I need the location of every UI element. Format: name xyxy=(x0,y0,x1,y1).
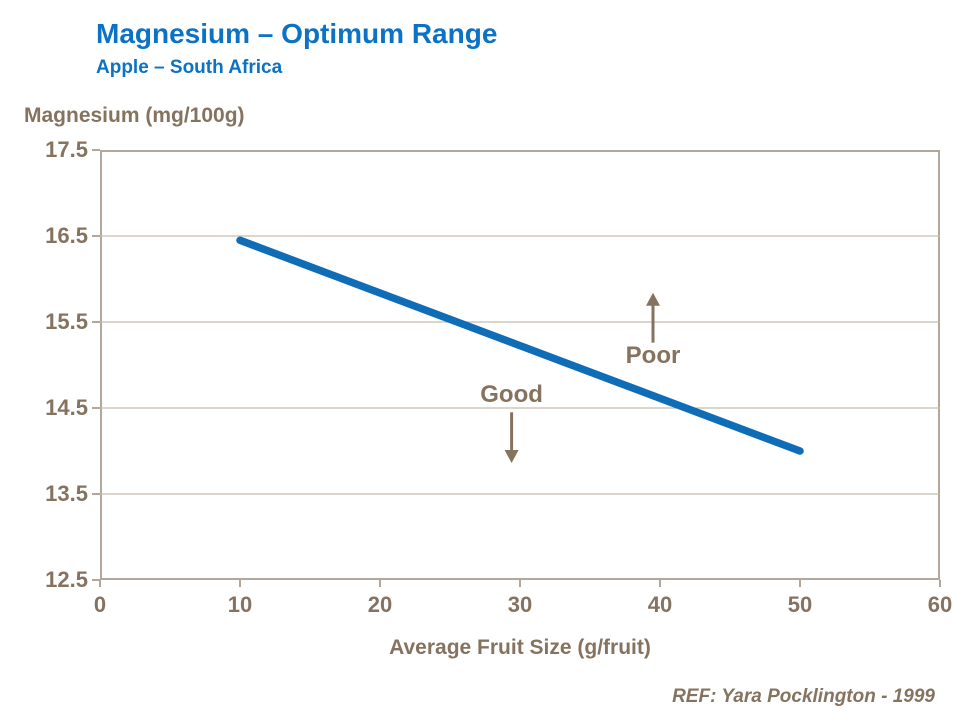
poor-arrow-head xyxy=(646,292,660,306)
x-tick-label: 10 xyxy=(227,592,253,617)
x-tick-label: 50 xyxy=(787,592,813,617)
y-tick-label: 16.5 xyxy=(45,223,88,248)
good-arrow-head xyxy=(504,450,519,464)
x-axis-title: Average Fruit Size (g/fruit) xyxy=(389,636,651,659)
plot-area xyxy=(100,150,940,580)
x-tick-label: 40 xyxy=(647,592,673,617)
x-tick-label: 30 xyxy=(507,592,533,617)
y-axis-title: Magnesium (mg/100g) xyxy=(24,104,245,127)
y-tick-label: 12.5 xyxy=(45,567,88,592)
y-tick-label: 15.5 xyxy=(45,309,88,334)
poor-label: Poor xyxy=(625,342,681,370)
page-title: Magnesium – Optimum Range xyxy=(96,18,498,49)
good-label: Good xyxy=(480,381,543,409)
reference-text: REF: Yara Pocklington - 1999 xyxy=(672,686,935,707)
x-tick-label: 60 xyxy=(927,592,953,617)
y-tick-label: 14.5 xyxy=(45,395,88,420)
x-tick-label: 20 xyxy=(367,592,393,617)
y-tick-label: 17.5 xyxy=(45,137,88,162)
x-tick-label: 0 xyxy=(93,592,107,617)
page-subtitle: Apple – South Africa xyxy=(96,57,283,78)
optimum-line xyxy=(236,236,804,455)
y-tick-label: 13.5 xyxy=(45,481,88,506)
